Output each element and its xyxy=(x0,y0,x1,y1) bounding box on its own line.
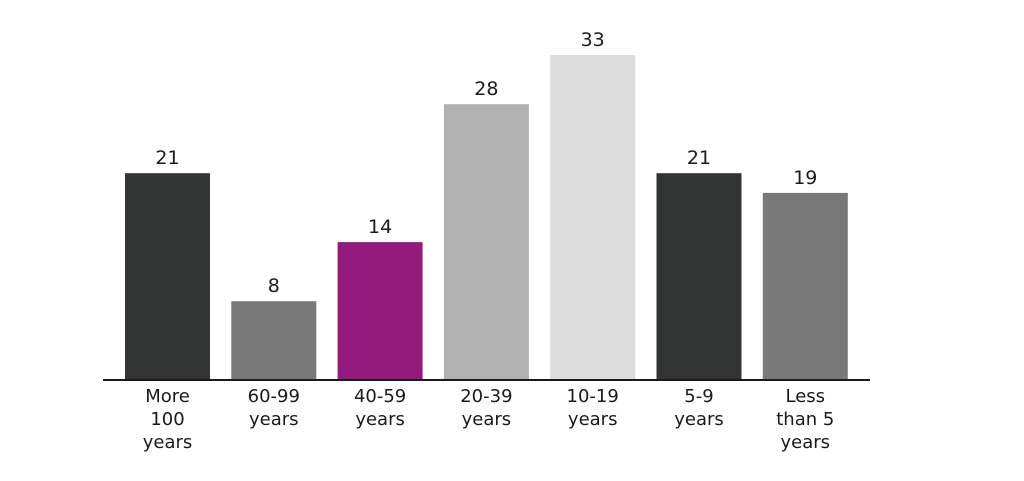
x-tick-label-4-line-1: years xyxy=(568,409,618,430)
x-tick-label-5-line-1: years xyxy=(674,409,724,430)
bar-5 xyxy=(656,173,742,380)
bar-3 xyxy=(443,104,529,380)
x-tick-label-0-line-1: 100 xyxy=(150,409,184,430)
x-tick-label-0-line-2: years xyxy=(143,432,193,453)
bars-layer xyxy=(125,55,848,380)
value-label-2: 14 xyxy=(368,216,392,238)
bar-0 xyxy=(125,173,210,380)
x-tick-label-2-line-1: years xyxy=(355,409,405,430)
value-label-4: 33 xyxy=(581,29,605,51)
x-tick-label-6-line-2: years xyxy=(781,432,831,453)
x-tick-label-3-line-0: 20-39 xyxy=(460,386,512,407)
bar-4 xyxy=(550,55,636,380)
x-tick-label-1-line-1: years xyxy=(249,409,299,430)
value-label-6: 19 xyxy=(793,167,817,189)
x-tick-label-4-line-0: 10-19 xyxy=(567,386,619,407)
value-label-0: 21 xyxy=(155,147,179,169)
x-tick-label-6: Less than 5 years xyxy=(776,386,834,453)
x-tick-label-0: More 100 years xyxy=(143,386,193,453)
value-label-5: 21 xyxy=(687,147,711,169)
x-tick-label-2-line-0: 40-59 xyxy=(354,386,406,407)
x-tick-label-3: 20-39 years xyxy=(460,386,512,430)
value-label-1: 8 xyxy=(268,275,280,297)
value-label-3: 28 xyxy=(474,78,498,100)
x-tick-label-6-line-1: than 5 xyxy=(776,409,834,430)
bar-2 xyxy=(337,242,423,380)
x-tick-label-0-line-0: More xyxy=(145,386,190,407)
x-tick-label-1-line-0: 60-99 xyxy=(248,386,300,407)
x-tick-label-5-line-0: 5-9 xyxy=(684,386,713,407)
x-tick-label-6-line-0: Less xyxy=(786,386,826,407)
x-tick-label-1: 60-99 years xyxy=(248,386,300,430)
x-tick-label-5: 5-9 years xyxy=(674,386,724,430)
x-tick-label-4: 10-19 years xyxy=(567,386,619,430)
bar-1 xyxy=(231,301,317,380)
x-tick-label-2: 40-59 years xyxy=(354,386,406,430)
x-tick-label-3-line-1: years xyxy=(462,409,512,430)
bar-6 xyxy=(762,192,848,380)
value-labels-layer: 21 8 14 28 33 21 19 xyxy=(155,29,817,297)
